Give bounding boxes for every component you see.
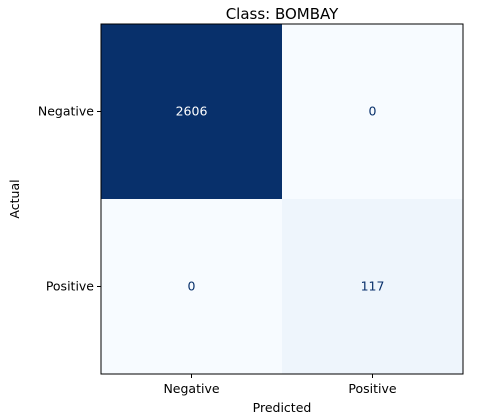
cell-value-0-0: 2606	[176, 104, 208, 119]
cell-value-1-0: 0	[188, 279, 196, 294]
heatmap-cell-1-1	[282, 199, 463, 374]
heatmap-cell-0-0	[101, 24, 282, 199]
y-tick-label: Negative	[38, 104, 94, 119]
heatmap-cell-1-0	[101, 199, 282, 374]
heatmap-cells	[101, 24, 463, 374]
heatmap-cell-labels: 2606 0 0 117	[176, 104, 385, 294]
heatmap-cell-0-1	[282, 24, 463, 199]
x-tick-label: Positive	[348, 381, 396, 396]
y-tick-label: Positive	[46, 279, 94, 294]
x-axis-label: Predicted	[253, 400, 312, 415]
x-tick-label: Negative	[163, 381, 219, 396]
cell-value-0-1: 0	[369, 104, 377, 119]
x-axis-ticks: Negative Positive	[163, 374, 397, 396]
y-axis-label: Actual	[7, 179, 22, 218]
plot-frame	[100, 23, 464, 375]
chart-title: Class: BOMBAY	[226, 5, 339, 23]
cell-value-1-1: 117	[361, 279, 385, 294]
y-axis-ticks: Negative Positive	[38, 104, 101, 294]
